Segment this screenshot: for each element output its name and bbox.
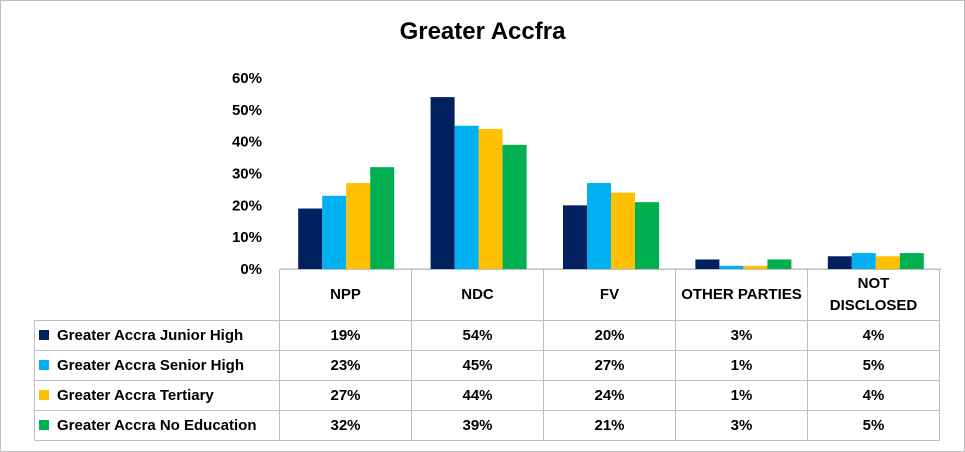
bar-ndc-series-1	[430, 97, 455, 269]
data-label: 1%	[675, 350, 808, 381]
table-row: Greater Accra Junior High 19% 54% 20% 3% 4%	[34, 320, 940, 351]
bar-other-parties-series-2	[719, 265, 744, 269]
bar-not-disclosed-series-1	[827, 256, 852, 269]
data-label: 39%	[411, 410, 544, 441]
bar-fv-series-1	[563, 205, 587, 269]
bar-npp-series-4	[370, 167, 395, 269]
y-tick-label: 20%	[232, 197, 262, 214]
bar-npp-series-1	[298, 208, 323, 269]
series-name: Greater Accra Senior High	[57, 357, 245, 374]
table-row: Greater Accra Tertiary 27% 44% 24% 1% 4%	[34, 380, 940, 411]
data-label: 44%	[411, 380, 544, 411]
bar-other-parties-series-3	[743, 265, 768, 269]
data-label: 20%	[543, 320, 676, 351]
category-label: NDC	[411, 269, 544, 321]
series-name: Greater Accra Tertiary	[57, 387, 214, 404]
bar-not-disclosed-series-2	[851, 253, 876, 269]
data-label: 4%	[807, 380, 940, 411]
chart-title: Greater Accfra	[399, 18, 566, 45]
bar-npp-series-3	[346, 183, 371, 269]
data-label: 45%	[411, 350, 544, 381]
bar-fv-series-2	[587, 183, 611, 269]
data-label: 19%	[279, 320, 412, 351]
bar-ndc-series-3	[478, 128, 503, 269]
category-label: OTHER PARTIES	[675, 269, 808, 321]
y-tick-label: 30%	[232, 166, 262, 183]
category-label: NPP	[279, 269, 412, 321]
series-name: Greater Accra No Education	[57, 417, 257, 434]
data-label: 27%	[543, 350, 676, 381]
legend-entry: Greater Accra No Education	[34, 410, 280, 441]
data-label: 3%	[675, 410, 808, 441]
bar-fv-series-4	[635, 202, 659, 269]
data-label: 23%	[279, 350, 412, 381]
table-corner	[35, 270, 280, 321]
category-label: FV	[543, 269, 676, 321]
category-label: NOT DISCLOSED	[807, 269, 940, 321]
y-tick-label: 40%	[232, 134, 262, 151]
series-name: Greater Accra Junior High	[57, 327, 244, 344]
data-table: NPP NDC FV OTHER PARTIES NOT DISCLOSED Greater…	[34, 269, 940, 441]
y-tick-label: 60%	[232, 70, 262, 87]
bar-other-parties-series-4	[767, 259, 792, 269]
data-label: 32%	[279, 410, 412, 441]
data-label: 21%	[543, 410, 676, 441]
data-label: 5%	[807, 410, 940, 441]
data-label: 5%	[807, 350, 940, 381]
legend-entry: Greater Accra Junior High	[34, 320, 280, 351]
legend-key	[39, 330, 49, 341]
data-label: 3%	[675, 320, 808, 351]
y-tick-label: 50%	[232, 102, 262, 119]
bar-ndc-series-2	[454, 125, 479, 269]
data-label: 27%	[279, 380, 412, 411]
data-label: 1%	[675, 380, 808, 411]
bar-fv-series-3	[611, 192, 635, 269]
table-row: Greater Accra Senior High 23% 45% 27% 1% 5%	[34, 350, 940, 381]
bar-ndc-series-4	[502, 144, 527, 269]
bar-not-disclosed-series-4	[899, 253, 924, 269]
legend-key	[39, 390, 49, 401]
table-row: Greater Accra No Education 32% 39% 21% 3% 5%	[34, 410, 940, 441]
legend-key	[39, 420, 49, 431]
data-label: 54%	[411, 320, 544, 351]
bar-other-parties-series-1	[695, 259, 720, 269]
y-tick-label: 10%	[232, 229, 262, 246]
legend-entry: Greater Accra Tertiary	[34, 380, 280, 411]
bar-not-disclosed-series-3	[875, 256, 900, 269]
y-tick-label: 0%	[240, 261, 262, 278]
legend-key	[39, 360, 49, 371]
data-label: 4%	[807, 320, 940, 351]
bar-npp-series-2	[322, 195, 347, 269]
legend-entry: Greater Accra Senior High	[34, 350, 280, 381]
data-label: 24%	[543, 380, 676, 411]
